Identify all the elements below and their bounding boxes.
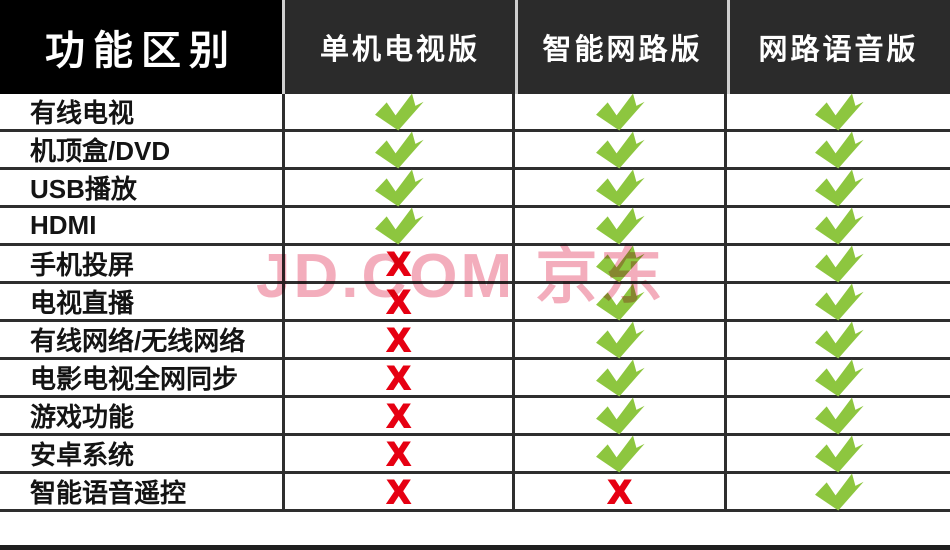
cross-icon: X bbox=[386, 321, 411, 358]
mark-cell bbox=[727, 131, 950, 168]
mark-cell bbox=[285, 93, 515, 130]
check-icon bbox=[813, 395, 865, 437]
mark-cell bbox=[515, 93, 727, 130]
footer-spacer bbox=[0, 512, 950, 545]
table-row: 有线网络/无线网络 X bbox=[0, 321, 950, 360]
check-icon bbox=[594, 129, 646, 171]
mark-cell: X bbox=[285, 360, 515, 395]
cross-icon: X bbox=[386, 473, 411, 510]
table-row: 安卓系统 X bbox=[0, 435, 950, 474]
mark-cell bbox=[727, 397, 950, 434]
check-icon bbox=[594, 319, 646, 361]
mark-cell bbox=[515, 207, 727, 244]
cross-icon: X bbox=[386, 397, 411, 434]
check-icon bbox=[813, 357, 865, 399]
mark-cell: X bbox=[285, 474, 515, 509]
header-columns: 单机电视版 智能网路版 网路语音版 bbox=[285, 0, 950, 94]
table-row: 机顶盒/DVD bbox=[0, 131, 950, 170]
check-icon bbox=[594, 281, 646, 323]
cross-icon: X bbox=[607, 473, 632, 510]
table-row: HDMI bbox=[0, 207, 950, 246]
header-column-0: 单机电视版 bbox=[319, 34, 480, 66]
check-icon bbox=[373, 167, 425, 209]
table-row: 智能语音遥控 X X bbox=[0, 473, 950, 512]
mark-cell bbox=[515, 245, 727, 282]
mark-cell: X bbox=[285, 284, 515, 319]
mark-cell bbox=[727, 207, 950, 244]
cross-icon: X bbox=[386, 283, 411, 320]
check-icon bbox=[594, 167, 646, 209]
mark-cell bbox=[515, 321, 727, 358]
table-row: USB播放 bbox=[0, 169, 950, 208]
mark-cell bbox=[515, 435, 727, 472]
table-row: 电视直播 X bbox=[0, 283, 950, 322]
mark-cell: X bbox=[285, 436, 515, 471]
mark-cell bbox=[727, 245, 950, 282]
cross-icon: X bbox=[386, 245, 411, 282]
mark-cell bbox=[285, 207, 515, 244]
mark-cell bbox=[515, 169, 727, 206]
check-icon bbox=[373, 129, 425, 171]
mark-cell: X bbox=[515, 474, 727, 509]
feature-label: 有线网络/无线网络 bbox=[0, 322, 285, 357]
mark-cell bbox=[727, 169, 950, 206]
check-icon bbox=[813, 205, 865, 247]
feature-label: 安卓系统 bbox=[0, 436, 285, 471]
check-icon bbox=[373, 91, 425, 133]
mark-cell bbox=[727, 93, 950, 130]
mark-cell bbox=[515, 283, 727, 320]
feature-label: 游戏功能 bbox=[0, 398, 285, 433]
cross-icon: X bbox=[386, 359, 411, 396]
mark-cell bbox=[727, 359, 950, 396]
feature-label: 手机投屏 bbox=[0, 246, 285, 281]
mark-cell: X bbox=[285, 398, 515, 433]
table-header: 功能区别 单机电视版 智能网路版 网路语音版 bbox=[0, 0, 950, 94]
feature-label: 机顶盒/DVD bbox=[0, 132, 285, 167]
mark-cell bbox=[285, 169, 515, 206]
mark-cell bbox=[515, 359, 727, 396]
mark-cell bbox=[515, 131, 727, 168]
feature-column-title: 功能区别 bbox=[0, 0, 285, 94]
check-icon bbox=[594, 395, 646, 437]
feature-column-title-label: 功能区别 bbox=[45, 29, 237, 73]
mark-cell bbox=[515, 397, 727, 434]
mark-cell bbox=[727, 473, 950, 510]
table-row: 有线电视 bbox=[0, 93, 950, 132]
check-icon bbox=[813, 281, 865, 323]
check-icon bbox=[373, 205, 425, 247]
mark-cell bbox=[727, 283, 950, 320]
bottom-bar bbox=[0, 545, 950, 550]
check-icon bbox=[594, 433, 646, 475]
table-row: 游戏功能 X bbox=[0, 397, 950, 436]
cross-icon: X bbox=[386, 435, 411, 472]
feature-label: 智能语音遥控 bbox=[0, 474, 285, 509]
check-icon bbox=[813, 91, 865, 133]
mark-cell bbox=[727, 321, 950, 358]
table-body: 有线电视 机顶盒/DVD USB播放 HDMI 手机投屏 X 电视直播 X 有线网络/无线网络 X… bbox=[0, 93, 950, 512]
header-column-2: 网路语音版 bbox=[727, 0, 947, 94]
feature-label: 电影电视全网同步 bbox=[0, 360, 285, 395]
mark-cell: X bbox=[285, 322, 515, 357]
feature-label: HDMI bbox=[0, 208, 285, 243]
check-icon bbox=[594, 357, 646, 399]
check-icon bbox=[813, 167, 865, 209]
feature-label: 有线电视 bbox=[0, 94, 285, 129]
check-icon bbox=[813, 433, 865, 475]
header-column-1: 智能网路版 bbox=[515, 0, 727, 94]
mark-cell bbox=[727, 435, 950, 472]
check-icon bbox=[813, 243, 865, 285]
check-icon bbox=[813, 129, 865, 171]
check-icon bbox=[594, 205, 646, 247]
feature-label: USB播放 bbox=[0, 170, 285, 205]
feature-label: 电视直播 bbox=[0, 284, 285, 319]
mark-cell: X bbox=[285, 246, 515, 281]
mark-cell bbox=[285, 131, 515, 168]
check-icon bbox=[813, 471, 865, 513]
check-icon bbox=[813, 319, 865, 361]
table-row: 电影电视全网同步 X bbox=[0, 359, 950, 398]
check-icon bbox=[594, 243, 646, 285]
check-icon bbox=[594, 91, 646, 133]
table-row: 手机投屏 X bbox=[0, 245, 950, 284]
